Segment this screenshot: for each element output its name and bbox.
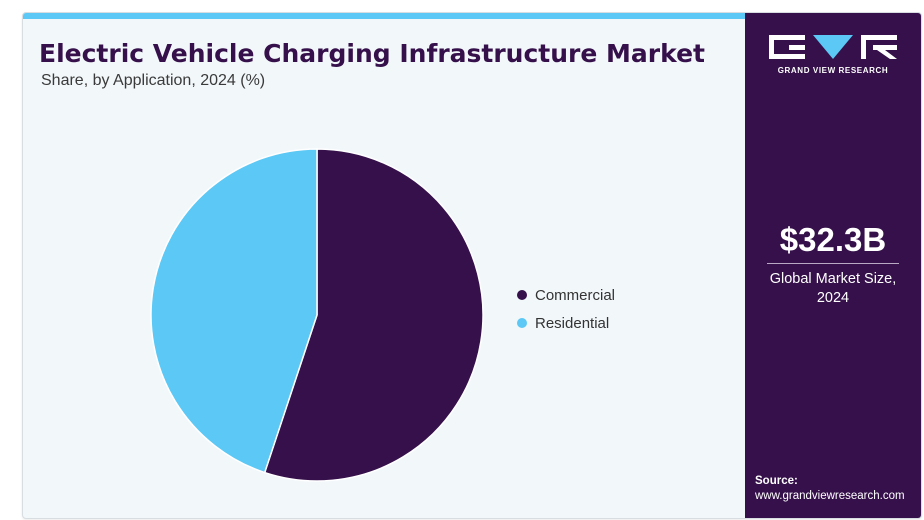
pie-slice-residential bbox=[150, 148, 318, 474]
legend-swatch-residential bbox=[517, 318, 527, 328]
grand-view-research-logo-icon bbox=[769, 35, 897, 59]
market-size-value: $32.3B bbox=[779, 221, 887, 258]
sidebar-panel: GRAND VIEW RESEARCH $32.3B Global Market… bbox=[745, 13, 921, 518]
legend-swatch-commercial bbox=[517, 290, 527, 300]
chart-title: Electric Vehicle Charging Infrastructure… bbox=[39, 39, 705, 68]
legend-item-residential: Residential bbox=[517, 309, 615, 337]
legend-label-residential: Residential bbox=[535, 314, 610, 332]
chart-legend: Commercial Residential bbox=[517, 281, 615, 337]
top-accent-stripe bbox=[23, 13, 745, 19]
pie-chart bbox=[150, 148, 484, 482]
legend-label-commercial: Commercial bbox=[535, 286, 616, 304]
market-size-label: Global Market Size, 2024 bbox=[769, 271, 897, 306]
kpi-divider bbox=[767, 263, 899, 264]
source-url: www.grandviewresearch.com bbox=[755, 490, 905, 502]
legend-item-commercial: Commercial bbox=[517, 281, 615, 309]
brand-name: GRAND VIEW RESEARCH bbox=[777, 66, 889, 75]
chart-panel: Electric Vehicle Charging Infrastructure… bbox=[23, 19, 745, 518]
chart-subtitle: Share, by Application, 2024 (%) bbox=[41, 72, 266, 89]
infographic-card: Electric Vehicle Charging Infrastructure… bbox=[22, 12, 922, 519]
pie-slice-commercial bbox=[263, 148, 484, 482]
source-label: Source: bbox=[755, 475, 798, 487]
